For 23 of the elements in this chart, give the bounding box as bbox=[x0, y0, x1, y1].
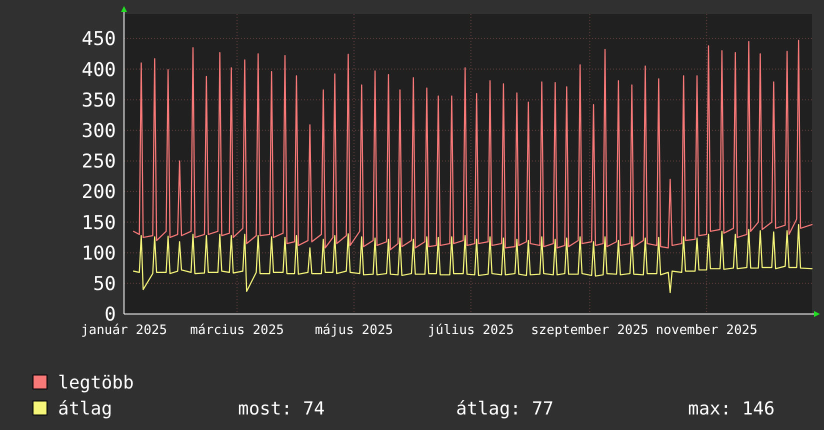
y-tick-label: 150 bbox=[82, 212, 116, 234]
x-tick-label: március 2025 bbox=[190, 323, 284, 338]
text: max: 146 bbox=[688, 398, 775, 420]
line-series bbox=[132, 40, 813, 250]
y-tick-label: 400 bbox=[82, 58, 116, 81]
legend-label: legtöbb bbox=[58, 372, 134, 394]
x-tick-label: november 2025 bbox=[656, 323, 758, 338]
x-tick-label: május 2025 bbox=[314, 323, 394, 338]
x-tick-label: január 2025 bbox=[80, 323, 168, 338]
y-tick-label: 0 bbox=[104, 304, 116, 326]
y-tick-label: 300 bbox=[82, 120, 116, 142]
y-tick-label: 350 bbox=[82, 89, 116, 112]
y-tick-label: 250 bbox=[82, 150, 116, 173]
legend-label: átlag bbox=[58, 398, 112, 420]
text: most: 74 bbox=[238, 398, 325, 420]
text: átlag: 77 bbox=[456, 398, 554, 420]
y-tick-label: 200 bbox=[82, 181, 116, 204]
y-tick-label: 100 bbox=[82, 242, 116, 264]
line-series bbox=[132, 224, 813, 294]
y-tick-label: 450 bbox=[82, 28, 116, 50]
x-tick-label: szeptember 2025 bbox=[530, 323, 648, 338]
x-tick-label: július 2025 bbox=[428, 323, 514, 338]
y-tick-label: 50 bbox=[93, 273, 116, 296]
